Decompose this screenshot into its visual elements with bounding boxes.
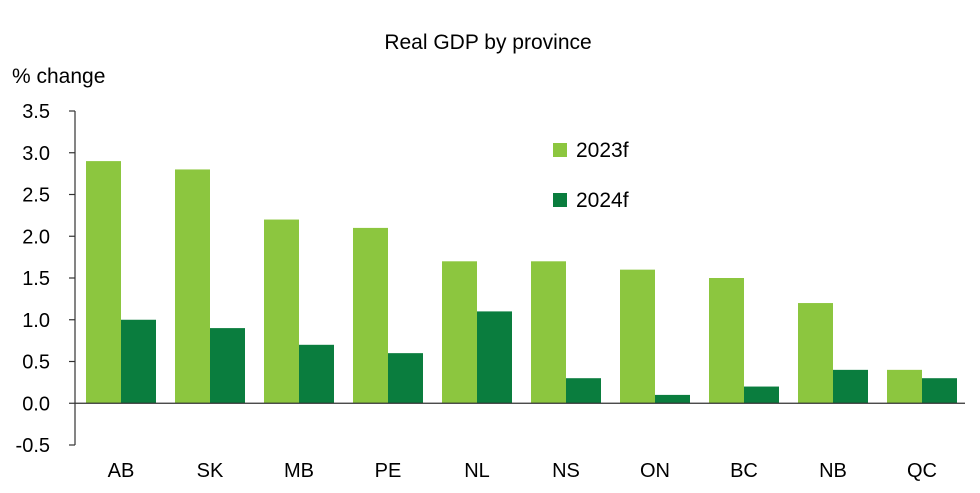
y-tick-label: 0.0: [22, 393, 50, 415]
bar-pe-2024f: [388, 353, 423, 404]
x-tick-label-bc: BC: [730, 460, 758, 482]
bar-nl-2023f: [442, 261, 477, 404]
bar-sk-2024f: [210, 328, 245, 404]
bar-on-2024f: [655, 394, 690, 404]
bar-mb-2023f: [264, 219, 299, 404]
x-tick-label-ns: NS: [552, 460, 580, 482]
y-tick-label: 1.0: [22, 310, 50, 332]
bar-bc-2024f: [744, 386, 779, 404]
bar-bc-2023f: [709, 278, 744, 404]
bar-sk-2023f: [175, 169, 210, 404]
x-tick-label-ab: AB: [108, 460, 135, 482]
legend-label-2024f: 2024f: [576, 189, 629, 212]
legend: 2023f 2024f: [553, 139, 629, 212]
bar-nb-2024f: [833, 369, 868, 404]
bar-nl-2024f: [477, 311, 512, 404]
x-axis-ticks: AB SK MB PE NL NS ON BC NB QC: [108, 460, 937, 482]
bar-pe-2023f: [353, 227, 388, 404]
y-tick-label: 2.5: [22, 185, 50, 207]
legend-swatch-2023f: [553, 143, 567, 157]
x-tick-label-nb: NB: [819, 460, 847, 482]
y-tick-label: 1.5: [22, 268, 50, 290]
y-tick-label: 2.0: [22, 226, 50, 248]
bar-nb-2023f: [798, 303, 833, 404]
y-tick-label: -0.5: [16, 435, 50, 457]
bar-ab-2024f: [121, 319, 156, 404]
y-axis-ticks: 3.5 3.0 2.5 2.0 1.5 1.0 0.5 0.0 -0.5: [16, 101, 75, 457]
x-tick-label-pe: PE: [375, 460, 402, 482]
bar-mb-2024f: [299, 344, 334, 404]
x-tick-label-sk: SK: [197, 460, 224, 482]
x-tick-label-mb: MB: [284, 460, 314, 482]
bars: [86, 161, 957, 404]
legend-label-2023f: 2023f: [576, 139, 629, 162]
y-axis-label: % change: [12, 65, 105, 88]
bar-ns-2024f: [566, 378, 601, 404]
y-tick-label: 3.0: [22, 143, 50, 165]
bar-ab-2023f: [86, 161, 121, 404]
bar-on-2023f: [620, 269, 655, 404]
bar-ns-2023f: [531, 261, 566, 404]
x-tick-label-nl: NL: [464, 460, 490, 482]
bar-qc-2024f: [922, 378, 957, 404]
y-tick-label: 3.5: [22, 101, 50, 123]
bar-qc-2023f: [887, 369, 922, 404]
legend-swatch-2024f: [553, 193, 567, 207]
x-tick-label-on: ON: [640, 460, 670, 482]
x-tick-label-qc: QC: [907, 460, 937, 482]
chart-title: Real GDP by province: [384, 31, 591, 54]
y-tick-label: 0.5: [22, 352, 50, 374]
